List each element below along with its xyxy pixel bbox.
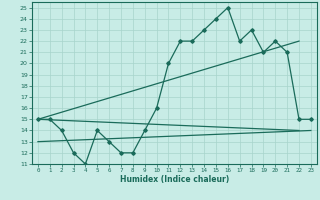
X-axis label: Humidex (Indice chaleur): Humidex (Indice chaleur) xyxy=(120,175,229,184)
